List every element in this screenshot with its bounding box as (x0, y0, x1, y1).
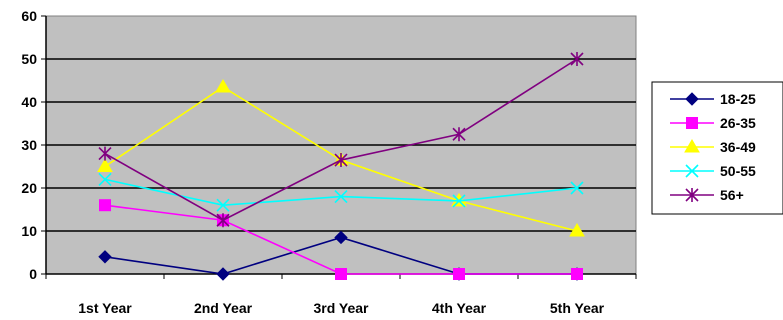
x-axis-ticks: 1st Year 2nd Year 3rd Year 4th Year 5th Year (45, 274, 637, 316)
legend-label: 36-49 (720, 139, 756, 155)
y-tick-label: 10 (21, 223, 37, 239)
data-point (334, 153, 348, 168)
y-tick-label: 60 (21, 8, 37, 24)
data-point (569, 223, 585, 237)
x-tick-label: 2nd Year (194, 300, 253, 316)
legend-label: 50-55 (720, 163, 756, 179)
data-point (334, 190, 348, 204)
legend-label: 26-35 (720, 115, 756, 131)
data-point (216, 213, 230, 228)
legend-marker (684, 139, 700, 153)
legend-label: 56+ (720, 187, 744, 203)
data-point (453, 268, 465, 280)
legend-item: 56+ (670, 187, 744, 203)
legend-item: 36-49 (670, 139, 756, 155)
y-tick-label: 50 (21, 51, 37, 67)
legend-marker (686, 117, 698, 129)
data-point (98, 146, 112, 161)
y-tick-label: 0 (29, 266, 37, 282)
legend-box (651, 81, 783, 215)
x-tick-label: 1st Year (78, 300, 132, 316)
data-point (98, 250, 112, 264)
legend: 18-25 26-35 36-49 50-55 56+ (670, 91, 756, 203)
data-point (98, 172, 112, 186)
data-point (216, 198, 230, 212)
series-50-55 (98, 172, 584, 212)
data-point (570, 52, 584, 66)
data-point (335, 268, 347, 280)
x-tick-label: 3rd Year (313, 300, 369, 316)
legend-item: 18-25 (670, 91, 756, 107)
data-point (571, 268, 583, 280)
y-tick-label: 20 (21, 180, 37, 196)
legend-item: 26-35 (670, 115, 756, 131)
y-tick-label: 40 (21, 94, 37, 110)
data-point (97, 158, 113, 172)
legend-marker (685, 92, 699, 106)
y-tick-label: 30 (21, 137, 37, 153)
data-point (99, 199, 111, 212)
series-group (97, 52, 585, 281)
legend-item: 50-55 (670, 163, 756, 179)
data-point (452, 194, 466, 208)
data-point (570, 181, 584, 195)
x-tick-label: 4th Year (432, 300, 487, 316)
legend-marker (685, 188, 699, 202)
legend-label: 18-25 (720, 91, 756, 107)
data-point (215, 78, 231, 93)
data-point (452, 127, 466, 142)
x-tick-label: 5th Year (550, 300, 605, 316)
series-56+ (98, 52, 584, 228)
data-point (216, 267, 230, 281)
legend-marker (685, 164, 699, 178)
data-point (334, 230, 348, 245)
